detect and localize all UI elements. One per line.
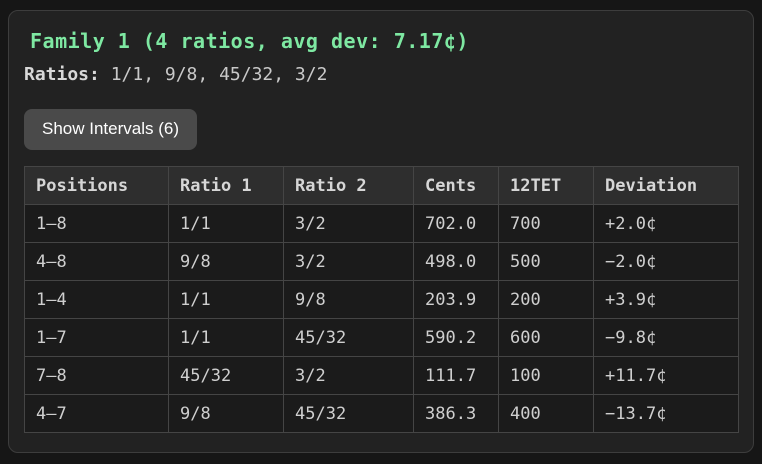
table-row: 1–7 1/1 45/32 590.2 600 −9.8¢	[24, 318, 739, 357]
table-cell: 203.9	[413, 280, 499, 319]
table-cell: 702.0	[413, 204, 499, 243]
table-cell: 1–4	[24, 280, 169, 319]
column-header-12tet: 12TET	[498, 166, 594, 205]
table-cell: 4–7	[24, 394, 169, 433]
table-cell: 400	[498, 394, 594, 433]
table-cell: 386.3	[413, 394, 499, 433]
column-header-ratio-1: Ratio 1	[168, 166, 284, 205]
table-cell: 4–8	[24, 242, 169, 281]
table-header-row: Positions Ratio 1 Ratio 2 Cents 12TET De…	[24, 166, 739, 205]
table-cell: 7–8	[24, 356, 169, 395]
table-cell: 498.0	[413, 242, 499, 281]
table-row: 4–7 9/8 45/32 386.3 400 −13.7¢	[24, 394, 739, 433]
table-cell: −9.8¢	[593, 318, 739, 357]
table-cell: 500	[498, 242, 594, 281]
ratios-label: Ratios:	[24, 64, 100, 85]
table-cell: 1/1	[168, 280, 284, 319]
table-cell: 1–7	[24, 318, 169, 357]
table-cell: −2.0¢	[593, 242, 739, 281]
column-header-deviation: Deviation	[593, 166, 739, 205]
table-cell: 111.7	[413, 356, 499, 395]
table-row: 7–8 45/32 3/2 111.7 100 +11.7¢	[24, 356, 739, 395]
family-title: Family 1 (4 ratios, avg dev: 7.17¢)	[30, 29, 469, 53]
table-cell: 45/32	[168, 356, 284, 395]
table-cell: +2.0¢	[593, 204, 739, 243]
table-cell: 100	[498, 356, 594, 395]
table-cell: −13.7¢	[593, 394, 739, 433]
table-cell: 9/8	[168, 394, 284, 433]
show-intervals-button[interactable]: Show Intervals (6)	[24, 109, 197, 150]
table-cell: 1/1	[168, 318, 284, 357]
intervals-table-body: 1–8 1/1 3/2 702.0 700 +2.0¢ 4–8 9/8 3/2 498.0 500−…	[24, 204, 739, 433]
table-cell: 45/32	[283, 318, 414, 357]
family-panel: Family 1 (4 ratios, avg dev: 7.17¢) Rati…	[8, 10, 754, 453]
column-header-positions: Positions	[24, 166, 169, 205]
table-row: 1–4 1/1 9/8 203.9 200 +3.9¢	[24, 280, 739, 319]
table-cell: 200	[498, 280, 594, 319]
table-cell: 3/2	[283, 204, 414, 243]
column-header-cents: Cents	[413, 166, 499, 205]
table-cell: 3/2	[283, 356, 414, 395]
table-cell: 9/8	[283, 280, 414, 319]
table-cell: 45/32	[283, 394, 414, 433]
table-row: 1–8 1/1 3/2 702.0 700 +2.0¢	[24, 204, 739, 243]
table-cell: 700	[498, 204, 594, 243]
table-cell: +11.7¢	[593, 356, 739, 395]
table-cell: 1–8	[24, 204, 169, 243]
intervals-table: Positions Ratio 1 Ratio 2 Cents 12TET De…	[24, 166, 739, 433]
table-cell: +3.9¢	[593, 280, 739, 319]
table-cell: 9/8	[168, 242, 284, 281]
table-cell: 1/1	[168, 204, 284, 243]
ratios-line: Ratios: 1/1, 9/8, 45/32, 3/2	[24, 65, 738, 85]
table-cell: 590.2	[413, 318, 499, 357]
table-row: 4–8 9/8 3/2 498.0 500 −2.0¢	[24, 242, 739, 281]
table-cell: 3/2	[283, 242, 414, 281]
ratios-value: 1/1, 9/8, 45/32, 3/2	[110, 64, 328, 85]
table-cell: 600	[498, 318, 594, 357]
column-header-ratio-2: Ratio 2	[283, 166, 414, 205]
